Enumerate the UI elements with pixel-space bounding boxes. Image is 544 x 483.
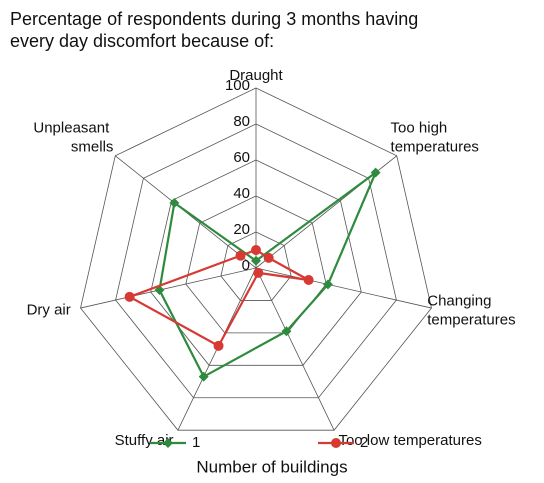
r-tick-label: 80 [233, 113, 250, 130]
marker [235, 250, 246, 261]
legend-label: 2 [360, 434, 368, 451]
legend-marker [163, 438, 173, 448]
r-tick-label: 40 [233, 185, 250, 202]
marker [370, 167, 381, 178]
spoke [255, 267, 335, 431]
grid-ring [220, 231, 292, 301]
category-label: Stuffy air [115, 432, 174, 449]
category-label: Dry air [27, 302, 71, 319]
spoke [80, 267, 257, 309]
r-tick-label: 100 [225, 77, 250, 94]
marker [213, 340, 224, 351]
series-line [158, 169, 379, 379]
spoke [255, 267, 432, 309]
marker [198, 371, 209, 382]
legend-label: 1 [192, 434, 200, 451]
marker [124, 291, 135, 302]
category-label: Too high temperatures [391, 119, 479, 155]
grid-ring [150, 159, 362, 366]
series-line [127, 248, 310, 348]
marker [263, 252, 274, 263]
grid-ring [80, 87, 432, 431]
legend-title: Number of buildings [196, 457, 347, 476]
legend-marker [331, 438, 341, 448]
r-tick-label: 60 [233, 149, 250, 166]
marker [322, 279, 333, 290]
grid-ring [115, 123, 397, 399]
category-label: Too low temperatures [338, 432, 481, 449]
marker [251, 255, 261, 266]
category-label: Draught [229, 67, 283, 84]
chart-title: Percentage of respondents during 3 month… [10, 9, 423, 51]
category-label: Changing temperatures [427, 293, 515, 329]
r-tick-label: 20 [233, 221, 250, 238]
marker [303, 275, 314, 286]
marker [251, 245, 261, 255]
marker [281, 326, 292, 337]
grid-ring [185, 195, 327, 334]
marker [253, 267, 264, 278]
marker [169, 197, 180, 208]
r-tick-label: 0 [242, 257, 250, 274]
category-label: Unpleasant smells [33, 119, 113, 155]
